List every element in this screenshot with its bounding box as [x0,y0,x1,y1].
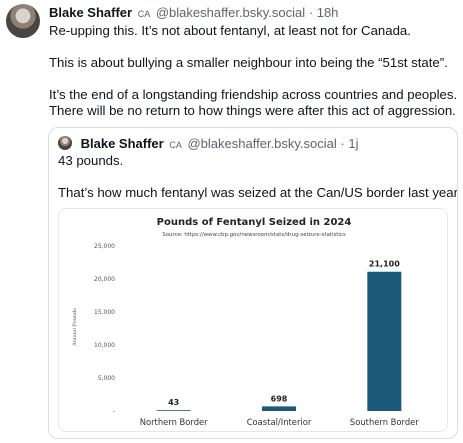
author-name[interactable]: Blake Shaffer [49,5,133,20]
quoted-author-handle: @blakeshaffer.bsky.social [187,136,337,151]
quoted-country-flag: CA [169,140,182,150]
quoted-post[interactable]: Blake Shaffer CA @blakeshaffer.bsky.soci… [48,127,458,439]
y-tick-label: - [113,408,115,415]
x-tick-label: Southern Border [350,417,419,427]
post-line: It’s the end of a longstanding friendshi… [49,87,458,102]
bar-value-label: 698 [271,394,288,403]
quoted-author-name: Blake Shaffer [80,136,164,151]
y-tick-label: 10,000 [94,342,115,349]
chart-subtitle: Source: https://www.cbp.gov/newsroom/sta… [162,232,346,238]
post-paragraph: This is about bullying a smaller neighbo… [49,55,448,70]
country-flag: CA [137,9,151,19]
chart-title: Pounds of Fentanyl Seized in 2024 [157,217,352,228]
quoted-author-avatar [58,136,72,150]
post-line: There will be no return to how things we… [49,103,456,118]
post-header: Blake Shaffer CA @blakeshaffer.bsky.soci… [49,5,338,22]
x-tick-label: Northern Border [140,417,208,427]
bar-value-label: 43 [168,398,179,407]
bar-northern-border [156,410,191,411]
post-time[interactable]: · 18h [308,5,339,20]
bar-southern-border [367,271,402,411]
author-avatar[interactable] [6,4,40,38]
fentanyl-bar-chart: Pounds of Fentanyl Seized in 2024 Source… [72,217,419,427]
bar-coastal-interior [262,406,296,411]
post-paragraph: It’s the end of a longstanding friendshi… [49,87,459,119]
x-tick-label: Coastal/Interior [247,417,312,427]
y-tick-label: 5,000 [98,375,115,382]
y-tick-label: 15,000 [94,309,115,316]
chart-image[interactable]: Pounds of Fentanyl Seized in 2024 Source… [58,208,448,432]
author-handle[interactable]: @blakeshaffer.bsky.social [155,5,306,20]
y-axis-label: Annual Pounds [72,308,78,347]
quoted-post-time: · 1j [340,136,359,151]
quoted-post-body: 43 pounds. That’s how much fentanyl was … [58,153,458,201]
bar-value-label: 21,100 [369,260,400,269]
post-paragraph: Re-upping this. It’s not about fentanyl,… [49,23,411,38]
y-tick-label: 20,000 [94,276,115,283]
post-body: Re-upping this. It’s not about fentanyl,… [49,23,459,119]
quoted-post-header: Blake Shaffer CA @blakeshaffer.bsky.soci… [58,136,358,153]
quoted-paragraph: That’s how much fentanyl was seized at t… [58,185,458,200]
y-tick-label: 25,000 [94,243,115,250]
quoted-paragraph: 43 pounds. [58,153,124,168]
